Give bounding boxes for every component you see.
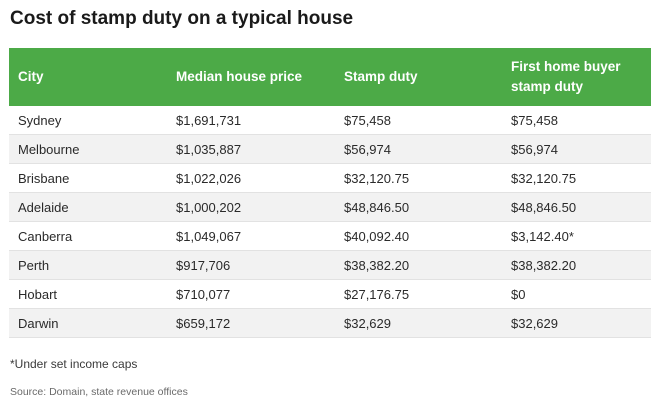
cell-city: Hobart: [9, 279, 167, 309]
footnote: *Under set income caps: [10, 357, 138, 371]
cell-first-home-buyer-stamp-duty: $32,120.75: [502, 163, 651, 193]
table-row: Canberra $1,049,067 $40,092.40 $3,142.40*: [9, 221, 651, 251]
page-title: Cost of stamp duty on a typical house: [10, 8, 354, 29]
cell-median-house-price: $1,691,731: [167, 106, 335, 135]
cell-stamp-duty: $56,974: [335, 134, 502, 164]
cell-city: Melbourne: [9, 134, 167, 164]
cell-stamp-duty: $32,120.75: [335, 163, 502, 193]
cell-city: Brisbane: [9, 163, 167, 193]
cell-city: Darwin: [9, 308, 167, 338]
table-row: Darwin $659,172 $32,629 $32,629: [9, 308, 651, 338]
cell-first-home-buyer-stamp-duty: $48,846.50: [502, 192, 651, 222]
cell-first-home-buyer-stamp-duty: $0: [502, 279, 651, 309]
cell-median-house-price: $1,049,067: [167, 221, 335, 251]
cell-median-house-price: $917,706: [167, 250, 335, 280]
cell-city: Perth: [9, 250, 167, 280]
stamp-duty-table: City Median house price Stamp duty First…: [9, 48, 651, 338]
cell-first-home-buyer-stamp-duty: $38,382.20: [502, 250, 651, 280]
cell-stamp-duty: $40,092.40: [335, 221, 502, 251]
cell-median-house-price: $710,077: [167, 279, 335, 309]
cell-first-home-buyer-stamp-duty: $3,142.40*: [502, 221, 651, 251]
cell-first-home-buyer-stamp-duty: $56,974: [502, 134, 651, 164]
column-header-median-house-price: Median house price: [167, 48, 335, 106]
table-body: Sydney $1,691,731 $75,458 $75,458 Melbourne $…: [9, 106, 651, 338]
cell-stamp-duty: $32,629: [335, 308, 502, 338]
cell-stamp-duty: $48,846.50: [335, 192, 502, 222]
cell-stamp-duty: $27,176.75: [335, 279, 502, 309]
cell-median-house-price: $1,000,202: [167, 192, 335, 222]
cell-first-home-buyer-stamp-duty: $32,629: [502, 308, 651, 338]
cell-stamp-duty: $38,382.20: [335, 250, 502, 280]
cell-median-house-price: $659,172: [167, 308, 335, 338]
column-header-city: City: [9, 48, 167, 106]
cell-median-house-price: $1,035,887: [167, 134, 335, 164]
cell-city: Adelaide: [9, 192, 167, 222]
table-row: Sydney $1,691,731 $75,458 $75,458: [9, 106, 651, 135]
table-row: Melbourne $1,035,887 $56,974 $56,974: [9, 134, 651, 164]
table-row: Hobart $710,077 $27,176.75 $0: [9, 279, 651, 309]
table-header-row: City Median house price Stamp duty First…: [9, 48, 651, 106]
column-header-stamp-duty: Stamp duty: [335, 48, 502, 106]
column-header-first-home-buyer-stamp-duty: First home buyer stamp duty: [502, 48, 651, 106]
source-note: Source: Domain, state revenue offices: [10, 386, 188, 398]
cell-city: Sydney: [9, 106, 167, 135]
cell-city: Canberra: [9, 221, 167, 251]
table-row: Perth $917,706 $38,382.20 $38,382.20: [9, 250, 651, 280]
cell-median-house-price: $1,022,026: [167, 163, 335, 193]
table-row: Brisbane $1,022,026 $32,120.75 $32,120.75: [9, 163, 651, 193]
cell-first-home-buyer-stamp-duty: $75,458: [502, 106, 651, 135]
cell-stamp-duty: $75,458: [335, 106, 502, 135]
table-row: Adelaide $1,000,202 $48,846.50 $48,846.50: [9, 192, 651, 222]
